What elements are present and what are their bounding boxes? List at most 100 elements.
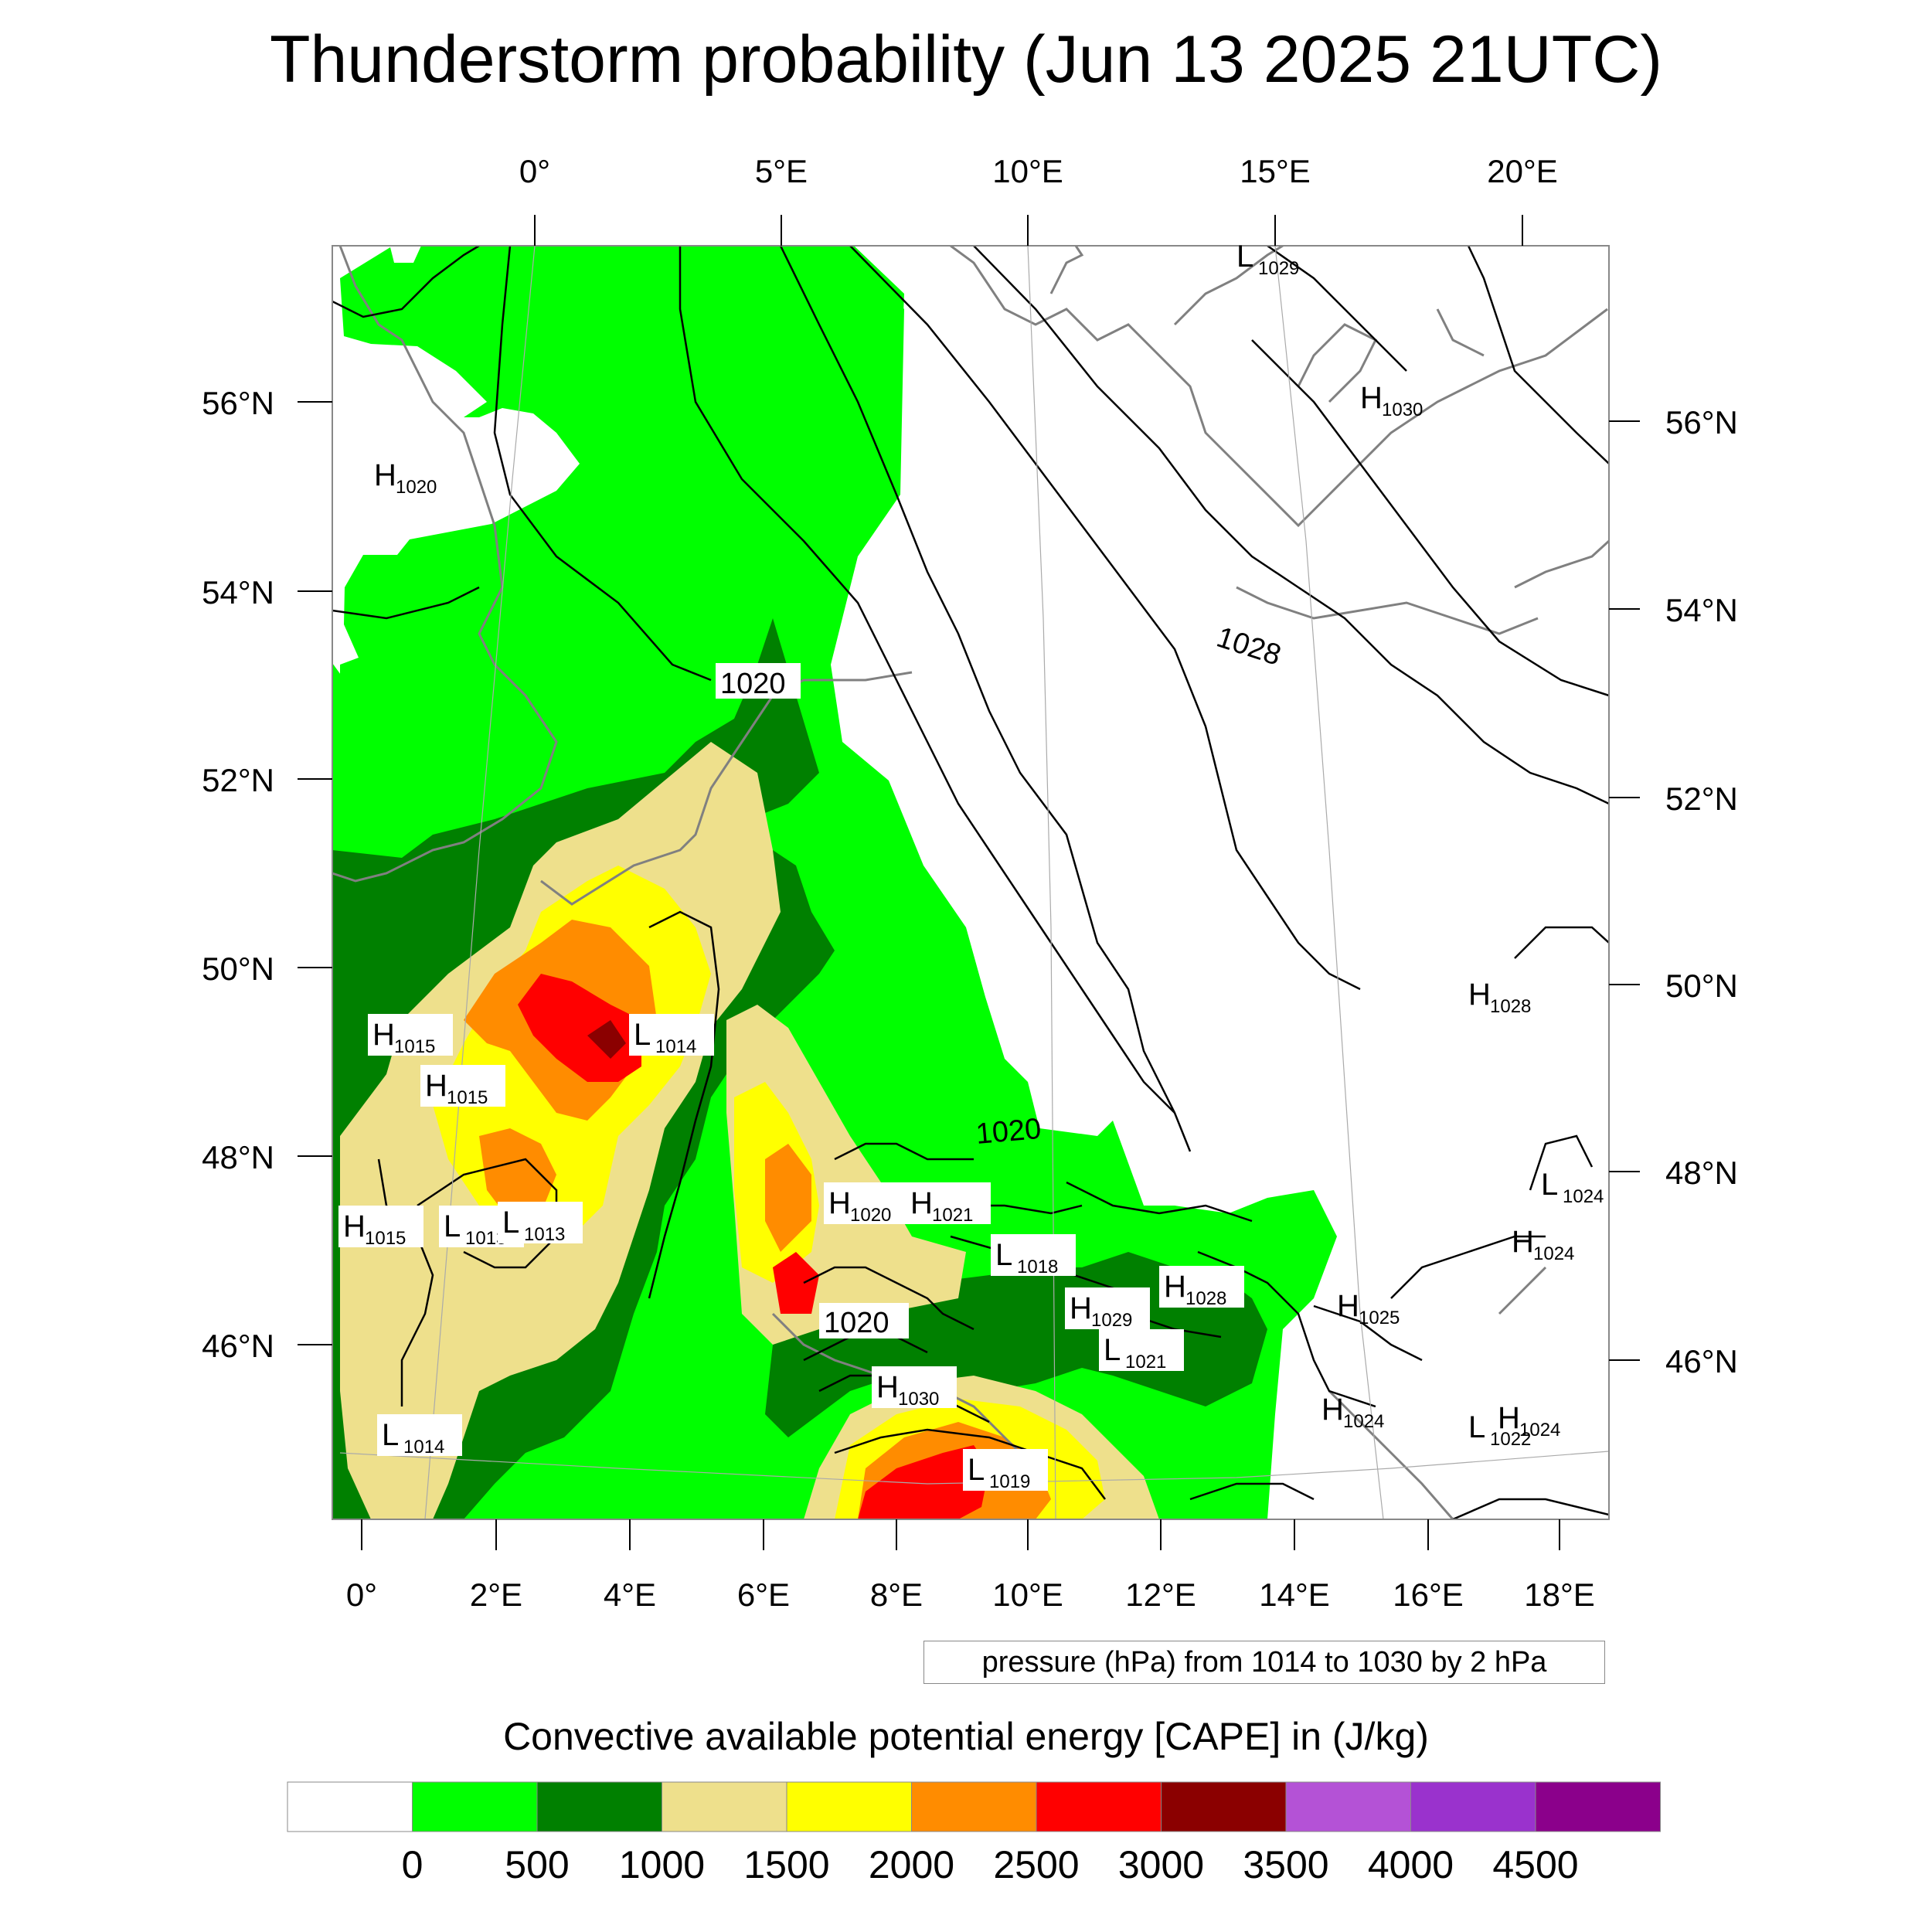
pressure-system-value: 1030 <box>1382 400 1423 420</box>
bottom-lon-label: 18°E <box>1524 1577 1595 1613</box>
low-pressure-marker: L 1021 <box>1099 1329 1184 1372</box>
colorbar: 0 500 1000 1500 2000 2500 3000 3500 4000 4500 <box>287 1781 1661 1886</box>
map-frame <box>332 245 1610 1520</box>
pressure-system-type: H <box>343 1209 366 1243</box>
left-lat-label: 50°N <box>202 951 274 987</box>
pressure-system-type: H <box>374 458 396 492</box>
pressure-system-value: 1030 <box>898 1389 939 1410</box>
left-lat-label: 46°N <box>202 1328 274 1364</box>
cape-2500-3000-po <box>858 1445 989 1519</box>
colorbar-swatch <box>536 1781 662 1832</box>
bottom-lon-axis: 0° 2°E 4°E 6°E 8°E 10°E 12°E 14°E 16°E 1… <box>346 1519 1595 1613</box>
bottom-lon-label: 16°E <box>1393 1577 1464 1613</box>
cape-2500-3000-sw <box>773 1252 819 1314</box>
colorbar-tick-label: 500 <box>505 1843 569 1886</box>
pressure-system-type: H <box>1070 1291 1092 1325</box>
left-lat-label: 54°N <box>202 574 274 611</box>
pressure-system-type: H <box>1498 1401 1520 1435</box>
colorbar-tick-label: 3500 <box>1243 1843 1328 1886</box>
pressure-system-type: H <box>828 1186 851 1220</box>
right-lat-label: 56°N <box>1665 404 1738 440</box>
bottom-lon-label: 2°E <box>470 1577 522 1613</box>
pressure-system-type: H <box>1337 1289 1359 1323</box>
pressure-system-type: H <box>1164 1270 1186 1304</box>
pressure-system-type: H <box>372 1018 395 1052</box>
pressure-system-type: H <box>425 1069 447 1103</box>
bottom-lon-label: 12°E <box>1125 1577 1196 1613</box>
pressure-system-value: 1025 <box>1359 1308 1400 1328</box>
high-pressure-marker: H 1020 <box>374 458 437 498</box>
cape-0-500-north <box>340 246 904 896</box>
pressure-system-value: 1014 <box>655 1036 696 1057</box>
pressure-system-value: 1028 <box>1185 1288 1226 1309</box>
isobar-label: 1020 <box>720 668 786 700</box>
bottom-lon-label: 0° <box>346 1577 377 1613</box>
high-pressure-marker: H 1015 <box>420 1065 505 1108</box>
pressure-system-type: L <box>968 1453 985 1487</box>
colorbar-swatch <box>1535 1781 1661 1832</box>
high-pressure-marker: H 1021 <box>906 1182 991 1226</box>
cape-field <box>332 246 1609 1519</box>
low-pressure-marker: L 1024 <box>1541 1168 1604 1207</box>
low-pressure-marker: L 1022 <box>1468 1410 1531 1450</box>
low-pressure-marker: L 1014 <box>629 1014 714 1057</box>
colorbar-tick-label: 1500 <box>743 1843 829 1886</box>
top-lon-label: 5°E <box>755 153 808 189</box>
bottom-lon-label: 6°E <box>737 1577 790 1613</box>
pressure-system-value: 1015 <box>447 1087 488 1108</box>
colorbar-tick-label: 4500 <box>1492 1843 1578 1886</box>
pressure-note: pressure (hPa) from 1014 to 1030 by 2 hP… <box>923 1641 1605 1684</box>
pressure-system-type: L <box>502 1206 519 1240</box>
colorbar-swatch <box>786 1781 912 1832</box>
top-lon-label: 20°E <box>1487 153 1558 189</box>
pressure-system-type: H <box>910 1186 933 1220</box>
colorbar-swatch <box>911 1781 1037 1832</box>
high-pressure-marker: H 1025 <box>1337 1289 1400 1328</box>
pressure-system-value: 1029 <box>1091 1310 1132 1331</box>
high-pressure-marker: H 1024 <box>1512 1225 1574 1264</box>
cape-2000-2500-sw <box>479 1128 556 1221</box>
colorbar-tick-label: 0 <box>402 1843 423 1886</box>
pressure-system-value: 1019 <box>989 1471 1030 1492</box>
colorbar-swatch <box>287 1781 413 1832</box>
high-pressure-marker: H 1020 <box>824 1182 909 1226</box>
colorbar-tick-label: 2500 <box>993 1843 1079 1886</box>
pressure-system-value: 1015 <box>394 1036 435 1057</box>
high-pressure-marker: H 1024 <box>1498 1401 1560 1440</box>
cape-3000-3500-core <box>587 1020 626 1059</box>
pressure-system-value: 1022 <box>1490 1429 1531 1450</box>
high-pressure-marker: H 1015 <box>368 1014 453 1057</box>
low-pressure-marker: L 1013 <box>498 1202 583 1245</box>
colorbar-title: Convective available potential energy [C… <box>503 1715 1429 1758</box>
pressure-system-type: L <box>1104 1333 1121 1367</box>
pressure-system-value: 1021 <box>932 1205 973 1226</box>
pressure-system-value: 1013 <box>524 1224 565 1245</box>
pressure-system-type: L <box>634 1018 651 1052</box>
high-pressure-marker: H 1028 <box>1468 978 1531 1017</box>
isobar-label: 1020 <box>824 1307 889 1339</box>
pressure-system-type: L <box>1236 240 1253 274</box>
colorbar-swatch <box>1285 1781 1411 1832</box>
left-lat-label: 56°N <box>202 385 274 421</box>
cape-2000-2500-east <box>765 1144 811 1252</box>
pressure-system-value: 1015 <box>365 1228 406 1249</box>
low-pressure-marker: L 1029 <box>1236 240 1299 279</box>
pressure-system-value: 1020 <box>850 1205 891 1226</box>
right-lat-label: 46°N <box>1665 1343 1738 1379</box>
high-pressure-marker: H 1024 <box>1321 1393 1384 1432</box>
high-pressure-marker: H 1030 <box>1360 381 1423 420</box>
high-pressure-marker: H 1015 <box>338 1206 423 1249</box>
colorbar-swatch <box>1036 1781 1162 1832</box>
pressure-system-type: L <box>1541 1168 1558 1202</box>
pressure-system-type: H <box>1468 978 1491 1012</box>
pressure-system-value: 1018 <box>1017 1257 1058 1277</box>
bottom-lon-label: 8°E <box>870 1577 923 1613</box>
colorbar-swatch <box>1161 1781 1287 1832</box>
colorbar-swatch <box>1410 1781 1536 1832</box>
high-pressure-marker: H 1030 <box>872 1366 957 1410</box>
right-lat-label: 52°N <box>1665 781 1738 817</box>
right-lat-label: 50°N <box>1665 968 1738 1004</box>
pressure-system-type: H <box>1512 1225 1534 1259</box>
